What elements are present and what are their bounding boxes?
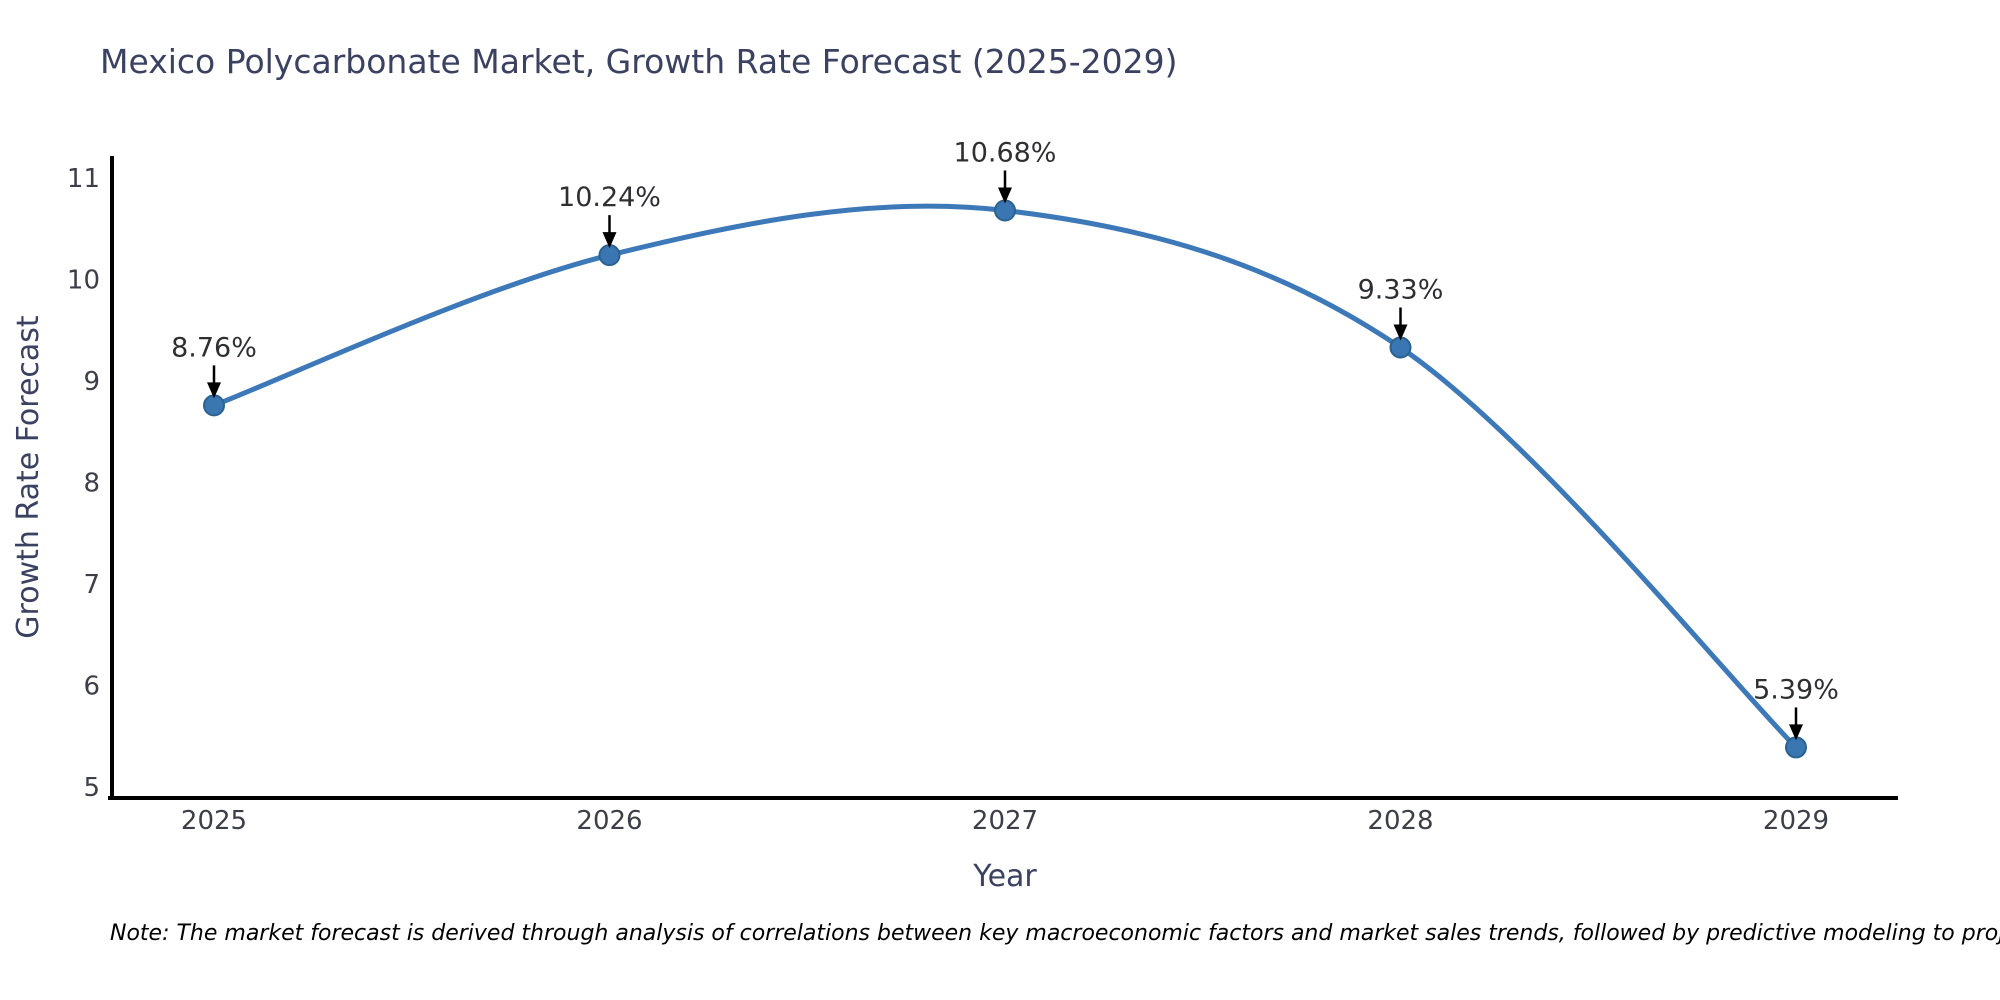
annotation-arrowhead-icon — [1393, 324, 1408, 341]
point-value-label: 10.68% — [954, 137, 1057, 168]
y-axis-title: Growth Rate Forecast — [11, 315, 46, 639]
y-tick-label: 8 — [83, 469, 100, 499]
y-tick-label: 6 — [83, 672, 100, 702]
point-value-label: 9.33% — [1358, 275, 1444, 306]
x-tick-label: 2025 — [181, 806, 247, 836]
growth-rate-spline — [211, 203, 1799, 750]
chart-title: Mexico Polycarbonate Market, Growth Rate… — [100, 42, 1178, 81]
footnote: Note: The market forecast is derived thr… — [110, 921, 2000, 946]
point-value-label: 5.39% — [1753, 674, 1839, 705]
annotation-arrowhead-icon — [998, 187, 1012, 204]
x-tick-label: 2028 — [1367, 806, 1433, 836]
y-tick-label: 11 — [67, 164, 100, 194]
x-axis-title: Year — [972, 859, 1037, 894]
x-tick-label: 2029 — [1763, 806, 1829, 836]
annotation-arrowhead-icon — [1789, 724, 1803, 741]
point-value-label: 8.76% — [171, 332, 257, 363]
x-tick-label: 2027 — [972, 806, 1038, 836]
y-tick-label: 7 — [83, 570, 100, 600]
y-tick-label: 10 — [67, 266, 100, 296]
x-tick-label: 2026 — [576, 806, 642, 836]
y-tick-label: 9 — [83, 367, 100, 397]
point-value-label: 10.24% — [558, 182, 661, 213]
annotation-arrowhead-icon — [207, 382, 221, 399]
annotation-arrowhead-icon — [602, 232, 617, 249]
y-tick-label: 5 — [83, 773, 100, 803]
